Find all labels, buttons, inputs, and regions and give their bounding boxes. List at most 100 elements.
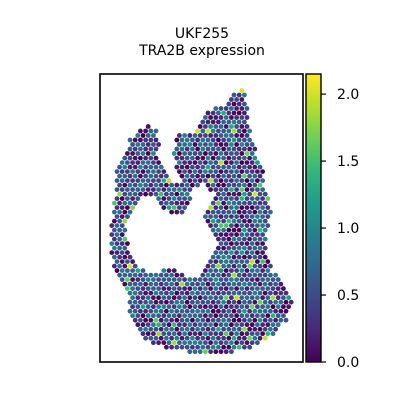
expression-spot: [216, 164, 221, 170]
expression-spot: [236, 281, 242, 287]
expression-spot: [265, 223, 271, 229]
expression-spot: [197, 295, 203, 301]
expression-spot: [109, 232, 115, 238]
expression-spot: [210, 281, 216, 287]
expression-spot: [226, 254, 232, 260]
expression-spot: [229, 331, 234, 337]
expression-spot: [252, 155, 258, 161]
expression-spot: [125, 151, 130, 156]
expression-spot: [257, 299, 263, 305]
expression-spot: [166, 196, 172, 202]
expression-spot: [117, 227, 122, 233]
expression-spot: [244, 268, 250, 273]
expression-spot: [223, 241, 229, 247]
expression-spot: [229, 151, 234, 156]
expression-spot: [239, 250, 245, 256]
expression-spot: [210, 344, 216, 350]
expression-spot: [156, 196, 162, 202]
expression-spot: [171, 205, 177, 211]
expression-spot: [226, 317, 232, 323]
expression-spot: [125, 160, 130, 166]
expression-spot: [177, 205, 182, 211]
expression-spot: [223, 295, 229, 301]
expression-spot: [247, 155, 253, 161]
expression-spot: [223, 277, 229, 282]
expression-spot: [164, 317, 169, 323]
expression-spot: [255, 331, 260, 337]
expression-spot: [153, 155, 159, 161]
expression-spot: [226, 146, 232, 152]
expression-spot: [229, 322, 234, 328]
expression-spot: [229, 277, 234, 282]
expression-spot: [192, 178, 198, 184]
expression-spot: [156, 322, 162, 328]
expression-spot: [145, 277, 151, 282]
expression-spot: [229, 160, 234, 166]
expression-spot: [174, 200, 180, 206]
expression-spot: [236, 317, 242, 323]
expression-spot: [200, 326, 206, 332]
expression-spot: [119, 277, 125, 282]
expression-spot: [255, 277, 260, 282]
expression-spot: [190, 137, 195, 143]
expression-spot: [260, 286, 265, 291]
expression-spot: [145, 124, 151, 129]
expression-spot: [140, 295, 146, 301]
expression-spot: [247, 128, 253, 134]
expression-spot: [114, 205, 120, 211]
expression-spot: [205, 164, 211, 170]
expression-spot: [127, 263, 133, 269]
expression-spot: [203, 295, 208, 301]
expression-spot: [190, 290, 195, 296]
expression-spot: [260, 295, 265, 301]
expression-spot: [239, 304, 245, 310]
expression-spot: [221, 218, 227, 224]
expression-spot: [205, 344, 211, 350]
expression-spot: [140, 286, 146, 291]
expression-spot: [223, 106, 229, 111]
expression-spot: [164, 173, 169, 179]
expression-spot: [140, 142, 146, 147]
expression-spot: [278, 281, 284, 287]
expression-spot: [255, 196, 260, 202]
expression-spot: [268, 326, 273, 332]
expression-spot: [169, 191, 175, 197]
expression-spot: [156, 304, 162, 310]
expression-spot: [187, 349, 193, 355]
expression-spot: [226, 326, 232, 332]
expression-spot: [153, 173, 159, 179]
expression-spot: [169, 182, 175, 188]
expression-spot: [210, 254, 216, 260]
expression-spot: [234, 178, 240, 184]
expression-spot: [164, 182, 169, 188]
expression-spot: [247, 137, 253, 143]
expression-spot: [197, 304, 203, 310]
expression-spot: [216, 272, 221, 278]
expression-spot: [262, 290, 268, 296]
expression-spot: [216, 326, 221, 332]
expression-spot: [151, 304, 156, 310]
expression-spot: [247, 263, 253, 269]
expression-spot: [226, 155, 232, 161]
expression-spot: [205, 281, 211, 287]
expression-spot: [255, 178, 260, 184]
expression-spot: [203, 286, 208, 291]
expression-spot: [229, 205, 234, 211]
expression-spot: [244, 214, 250, 220]
expression-spot: [268, 281, 273, 287]
expression-spot: [216, 245, 221, 251]
expression-spot: [203, 169, 208, 175]
expression-spot: [247, 227, 253, 233]
expression-spot: [229, 187, 234, 193]
expression-spot: [223, 169, 229, 175]
expression-spot: [244, 331, 250, 337]
expression-spot: [260, 250, 265, 256]
expression-spot: [161, 277, 167, 282]
expression-spot: [234, 232, 240, 238]
expression-spot: [200, 335, 206, 341]
expression-spot: [223, 286, 229, 291]
expression-spot: [223, 232, 229, 238]
expression-spot: [145, 187, 151, 193]
colorbar: [305, 73, 322, 363]
